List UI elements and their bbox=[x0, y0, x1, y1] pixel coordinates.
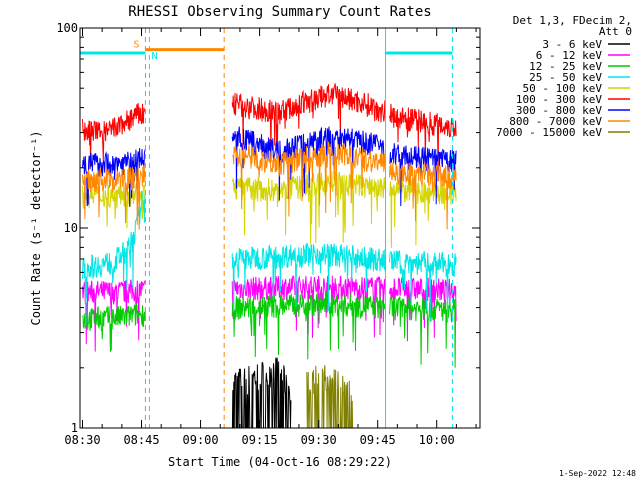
footer-timestamp: 1-Sep-2022 12:48 bbox=[559, 469, 636, 478]
legend-header-1: Att 0 bbox=[599, 25, 632, 38]
legend-header-0: Det 1,3, FDecim 2, bbox=[513, 14, 632, 27]
series-0-line bbox=[231, 357, 292, 429]
series-2-line bbox=[82, 291, 457, 368]
x-tick-label-2: 09:00 bbox=[183, 433, 219, 447]
legend-entry-4: 50 - 100 keV bbox=[523, 82, 603, 95]
plot-frame bbox=[79, 27, 481, 429]
plot-area: SN bbox=[80, 28, 457, 429]
x-tick-label-4: 09:30 bbox=[301, 433, 337, 447]
y-tick-label-1: 10 bbox=[64, 221, 78, 235]
legend-entry-6: 300 - 800 keV bbox=[516, 104, 602, 117]
series-3-line bbox=[82, 190, 457, 326]
chart-title: RHESSI Observing Summary Count Rates bbox=[128, 4, 431, 20]
series-6-line bbox=[82, 126, 457, 207]
legend-entry-0: 3 - 6 keV bbox=[542, 38, 602, 51]
legend-entry-8: 7000 - 15000 keV bbox=[496, 126, 602, 139]
axes: 08:30 08:45 09:00 09:15 09:30 09:45 10:00 1 10 10… bbox=[56, 21, 481, 447]
legend-entry-3: 25 - 50 keV bbox=[529, 71, 602, 84]
y-axis-label: Count Rate (s⁻¹ detector⁻¹) bbox=[29, 130, 43, 325]
x-axis-label: Start Time (04-Oct-16 08:29:22) bbox=[168, 455, 392, 469]
series-7-line bbox=[82, 141, 457, 230]
legend-entry-5: 100 - 300 keV bbox=[516, 93, 602, 106]
mode-bar-label-1: N bbox=[151, 51, 157, 62]
series-5-line bbox=[82, 83, 457, 182]
series-8-line bbox=[306, 365, 354, 429]
x-tick-label-3: 09:15 bbox=[242, 433, 278, 447]
legend-entry-7: 800 - 7000 keV bbox=[509, 115, 602, 128]
x-tick-label-6: 10:00 bbox=[419, 433, 455, 447]
x-tick-label-5: 09:45 bbox=[360, 433, 396, 447]
x-tick-label-1: 08:45 bbox=[123, 433, 159, 447]
y-tick-label-2: 100 bbox=[56, 21, 78, 35]
legend-entry-2: 12 - 25 keV bbox=[529, 60, 602, 73]
legend-entry-1: 6 - 12 keV bbox=[536, 49, 603, 62]
y-tick-label-0: 1 bbox=[71, 421, 78, 435]
mode-bar-label-0: S bbox=[133, 40, 139, 51]
x-tick-label-0: 08:30 bbox=[64, 433, 100, 447]
